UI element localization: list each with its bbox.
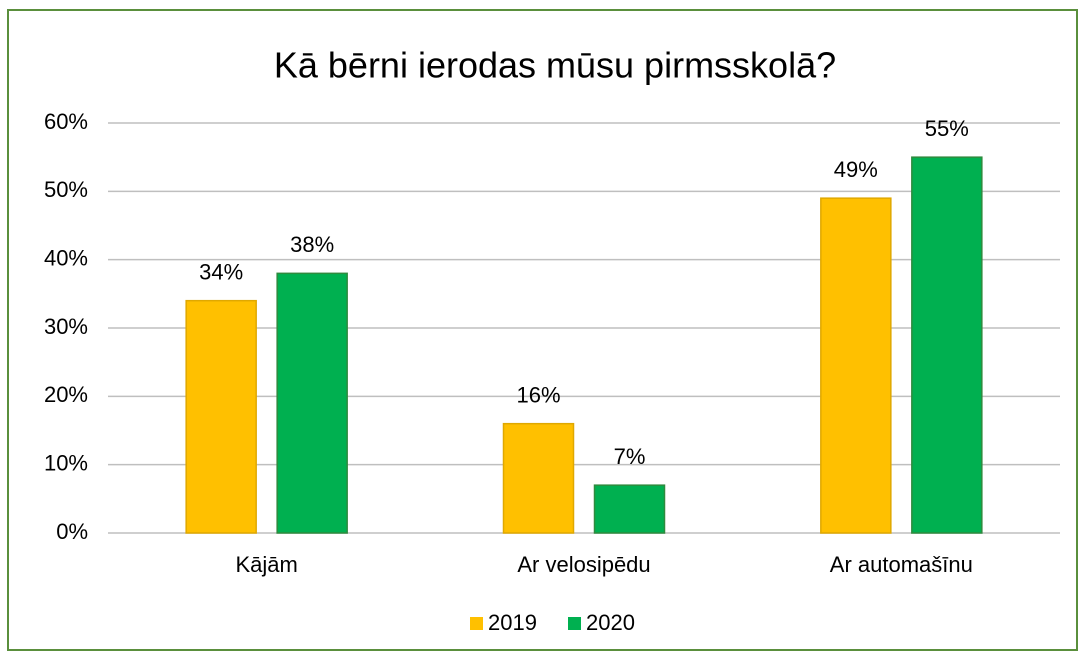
bar	[911, 156, 983, 534]
data-label: 7%	[614, 444, 646, 469]
data-label: 55%	[925, 116, 969, 141]
bar	[502, 422, 575, 534]
bar	[185, 299, 257, 534]
data-label: 38%	[290, 232, 334, 257]
x-tick-label: Ar automašīnu	[830, 552, 973, 577]
legend-label: 2019	[488, 610, 537, 635]
y-tick-label: 10%	[44, 450, 88, 475]
x-tick-label: Ar velosipēdu	[517, 552, 650, 577]
chart-title: Kā bērni ierodas mūsu pirmsskolā?	[274, 45, 836, 86]
y-tick-label: 40%	[44, 245, 88, 270]
y-tick-label: 30%	[44, 314, 88, 339]
x-tick-label: Kājām	[235, 552, 297, 577]
bar	[820, 197, 892, 534]
data-label: 34%	[199, 259, 243, 284]
y-tick-label: 20%	[44, 382, 88, 407]
bar	[593, 484, 666, 534]
y-tick-label: 50%	[44, 177, 88, 202]
y-tick-label: 0%	[56, 519, 88, 544]
data-label: 49%	[834, 157, 878, 182]
legend-swatch	[568, 617, 581, 630]
y-tick-label: 60%	[44, 109, 88, 134]
data-label: 16%	[516, 382, 560, 407]
bar	[276, 272, 348, 534]
legend-label: 2020	[586, 610, 635, 635]
legend-swatch	[470, 617, 483, 630]
